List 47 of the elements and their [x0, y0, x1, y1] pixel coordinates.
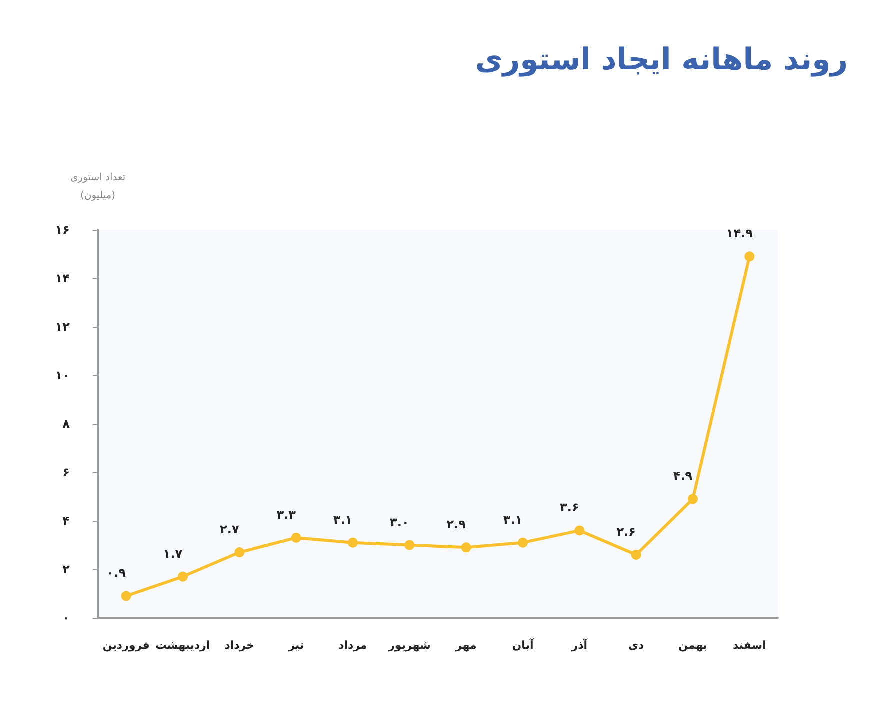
point	[178, 572, 188, 582]
x-tick-label: اسفند	[732, 639, 766, 652]
point	[461, 542, 472, 553]
point	[291, 532, 302, 543]
point	[121, 591, 132, 602]
point	[631, 550, 642, 560]
y-axis-title: تعداد استوری (میلیون)	[70, 172, 126, 202]
x-tick-label: فروردین	[102, 639, 150, 652]
data-label: ۳.۶	[560, 500, 580, 515]
x-tick-label: خرداد	[224, 639, 255, 652]
data-label: ۳.۱	[333, 512, 353, 527]
point	[404, 540, 415, 550]
point	[744, 252, 755, 262]
data-label: ۲.۶	[616, 524, 636, 539]
data-label: ۳.۰	[390, 515, 410, 530]
x-tick-label: دی	[628, 639, 645, 652]
point	[688, 494, 698, 504]
y-tick-label: ۱۲	[55, 320, 71, 334]
x-tick-label: بهمن	[678, 639, 708, 652]
x-tick-label: مرداد	[338, 639, 368, 652]
x-tick-label: تیر	[288, 639, 304, 652]
x-tick-label: آذر	[570, 638, 588, 652]
y-tick-label: ۲	[62, 562, 71, 576]
point	[518, 538, 528, 548]
data-label: ۱.۷	[163, 546, 184, 561]
y-tick-label: ۱۰	[55, 368, 70, 382]
y-tick-label: ۴	[62, 514, 70, 528]
data-label: ۱۴.۹	[726, 226, 754, 241]
y-tick-label: ۰	[62, 611, 70, 625]
x-tick-label: آبان	[512, 638, 534, 652]
point	[348, 538, 358, 548]
data-label: ۳.۱	[503, 512, 523, 527]
point	[574, 526, 585, 536]
data-label: ۴.۹	[673, 469, 694, 484]
x-tick-label: شهریور	[388, 639, 431, 652]
x-tick-label: مهر	[454, 639, 477, 652]
y-tick-label: ۱۴	[55, 272, 70, 286]
data-label: ۲.۹	[446, 518, 467, 532]
y-tick-label: ۸	[62, 417, 71, 431]
data-label: ۳.۳	[276, 508, 297, 522]
point	[234, 548, 245, 558]
data-label: ۲.۷	[220, 522, 240, 537]
data-label: ۰.۹	[106, 566, 127, 580]
x-tick-label: اردیبهشت	[156, 639, 210, 652]
y-tick-label: ۶	[62, 466, 70, 480]
chart-title: روند ماهانه ایجاد استوری	[475, 42, 848, 78]
y-tick-label: ۱۶	[55, 223, 70, 237]
